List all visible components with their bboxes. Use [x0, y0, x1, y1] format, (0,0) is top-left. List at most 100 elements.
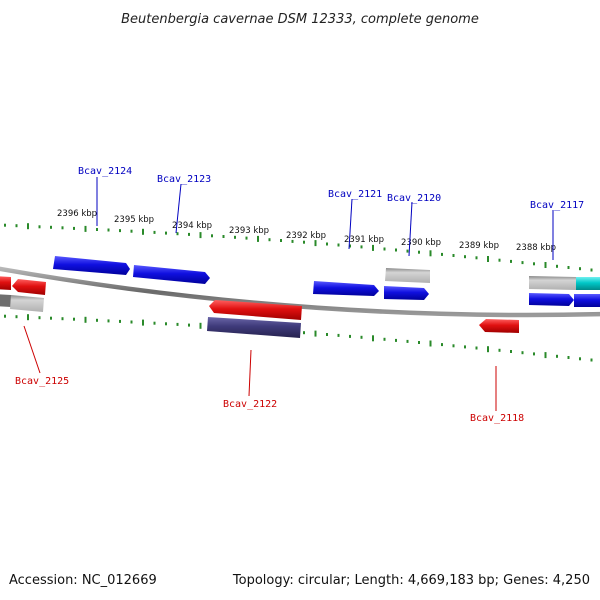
gene-label-bcav-2117[interactable]: Bcav_2117 — [530, 200, 584, 211]
gene-feature-grey[interactable] — [385, 268, 430, 283]
major-tick — [314, 240, 317, 247]
minor-tick — [211, 234, 213, 238]
minor-tick — [475, 346, 478, 350]
minor-tick — [153, 230, 156, 234]
minor-tick — [406, 339, 409, 343]
gene-bcav-2120[interactable] — [384, 286, 429, 300]
gene-bcav-2121[interactable] — [313, 281, 379, 296]
minor-tick — [498, 258, 501, 262]
minor-tick — [383, 337, 386, 341]
minor-tick — [188, 323, 190, 327]
minor-tick — [50, 225, 52, 229]
gene-feature-cyan[interactable] — [576, 277, 600, 290]
major-tick — [429, 340, 432, 347]
ruler-label: 2393 kbp — [229, 226, 269, 236]
minor-tick — [176, 232, 179, 236]
minor-tick — [107, 319, 110, 323]
gene-bcav-2118[interactable] — [479, 319, 519, 333]
minor-tick — [176, 322, 179, 326]
gene-forward-edge[interactable] — [574, 294, 600, 307]
major-tick — [84, 316, 87, 323]
minor-tick — [119, 319, 121, 323]
minor-tick — [556, 264, 558, 268]
minor-tick — [234, 235, 236, 239]
minor-tick — [326, 242, 328, 246]
minor-tick — [590, 358, 593, 362]
forward-tick-track — [4, 223, 593, 272]
minor-tick — [406, 249, 409, 253]
minor-tick — [268, 238, 271, 242]
minor-tick — [303, 240, 305, 244]
minor-tick — [280, 239, 282, 242]
gene-bcav-2125[interactable] — [12, 279, 46, 295]
minor-tick — [61, 317, 64, 321]
ruler-label: 2395 kbp — [114, 215, 154, 225]
minor-tick — [579, 267, 581, 271]
gene-label-bcav-2120[interactable]: Bcav_2120 — [387, 193, 441, 204]
major-tick — [372, 244, 374, 251]
reverse-strand-genes — [0, 276, 519, 338]
minor-tick — [4, 223, 6, 227]
minor-tick — [567, 266, 570, 269]
minor-tick — [441, 252, 443, 256]
accession-text: Accession: NC_012669 — [9, 573, 157, 588]
ruler-label: 2394 kbp — [172, 221, 212, 231]
minor-tick — [61, 226, 64, 230]
gene-bcav-2122[interactable] — [209, 300, 302, 320]
minor-tick — [533, 352, 535, 356]
topology-text: Topology: circular; Length: 4,669,183 bp… — [232, 573, 590, 588]
gene-reverse-edge[interactable] — [0, 276, 11, 290]
minor-tick — [510, 259, 512, 263]
gene-feature-dark[interactable] — [207, 317, 301, 338]
minor-tick — [38, 316, 41, 320]
gene-label-bcav-2121[interactable]: Bcav_2121 — [328, 189, 382, 200]
minor-tick — [360, 245, 363, 249]
minor-tick — [452, 254, 455, 257]
gene-label-bcav-2123[interactable]: Bcav_2123 — [157, 174, 211, 185]
minor-tick — [73, 226, 75, 230]
minor-tick — [96, 228, 98, 231]
minor-tick — [245, 236, 248, 240]
ruler-label: 2388 kbp — [516, 243, 556, 253]
minor-tick — [326, 333, 328, 336]
gene-bcav-2123[interactable] — [133, 265, 210, 284]
minor-tick — [188, 232, 190, 236]
minor-tick — [153, 321, 156, 325]
minor-tick — [383, 247, 386, 251]
minor-tick — [50, 316, 52, 320]
major-tick — [257, 235, 259, 242]
forward-strand-genes — [53, 256, 600, 307]
minor-tick — [556, 354, 558, 358]
gene-feature-grey[interactable] — [0, 294, 11, 307]
major-tick — [142, 319, 144, 326]
minor-tick — [303, 331, 305, 335]
ruler-label: 2396 kbp — [57, 209, 97, 219]
major-tick — [544, 262, 547, 268]
reverse-gene-labels: Bcav_2125 Bcav_2122 Bcav_2118 — [15, 325, 524, 424]
minor-tick — [590, 268, 593, 272]
minor-tick — [498, 348, 501, 352]
minor-tick — [15, 224, 18, 228]
minor-tick — [130, 229, 133, 233]
minor-tick — [395, 248, 397, 252]
gene-label-bcav-2122[interactable]: Bcav_2122 — [223, 399, 277, 410]
minor-tick — [567, 356, 570, 359]
major-tick — [199, 322, 202, 329]
gene-bcav-2117[interactable] — [529, 293, 574, 306]
minor-tick — [349, 244, 351, 248]
minor-tick — [73, 317, 75, 321]
gene-feature-grey[interactable] — [10, 295, 44, 312]
minor-tick — [337, 333, 340, 337]
gene-label-bcav-2125[interactable]: Bcav_2125 — [15, 376, 69, 387]
minor-tick — [165, 231, 167, 235]
minor-tick — [464, 255, 466, 259]
gene-bcav-2124[interactable] — [53, 256, 130, 275]
major-tick — [199, 232, 202, 239]
major-tick — [84, 225, 87, 232]
minor-tick — [291, 239, 294, 243]
gene-label-bcav-2124[interactable]: Bcav_2124 — [78, 166, 132, 177]
major-tick — [487, 256, 489, 262]
gene-label-bcav-2118[interactable]: Bcav_2118 — [470, 413, 524, 424]
gene-feature-grey[interactable] — [529, 276, 576, 290]
